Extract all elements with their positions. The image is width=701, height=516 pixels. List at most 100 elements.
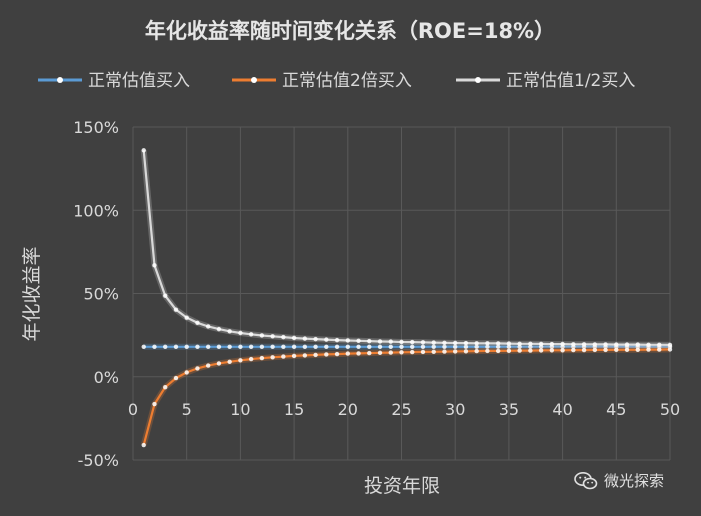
data-point bbox=[388, 339, 393, 344]
data-point bbox=[173, 375, 179, 381]
data-point bbox=[560, 341, 565, 347]
x-tick-label: 50 bbox=[660, 400, 680, 419]
data-point bbox=[485, 348, 490, 354]
data-point bbox=[184, 315, 189, 320]
watermark-text: 微光探索 bbox=[604, 472, 665, 490]
data-point bbox=[367, 344, 372, 349]
data-point bbox=[667, 342, 673, 348]
data-point bbox=[474, 344, 479, 349]
data-point bbox=[259, 355, 265, 361]
data-point bbox=[442, 344, 447, 349]
data-point bbox=[560, 348, 565, 353]
data-point bbox=[227, 344, 232, 349]
data-point bbox=[410, 349, 415, 355]
data-point bbox=[635, 347, 640, 352]
data-point bbox=[388, 344, 393, 349]
data-point bbox=[248, 344, 254, 349]
legend-marker-0 bbox=[57, 77, 63, 83]
data-point bbox=[646, 347, 651, 352]
x-tick-label: 30 bbox=[445, 400, 465, 419]
data-point bbox=[549, 348, 555, 353]
data-point bbox=[205, 344, 211, 349]
data-point bbox=[141, 148, 146, 153]
data-point bbox=[517, 348, 522, 353]
x-tick-label: 10 bbox=[230, 400, 250, 419]
data-point bbox=[227, 359, 232, 364]
data-point bbox=[399, 350, 404, 355]
y-tick-label: 50% bbox=[83, 285, 119, 304]
data-point bbox=[453, 344, 458, 349]
data-point bbox=[324, 352, 329, 357]
data-point bbox=[581, 342, 587, 347]
data-point bbox=[463, 344, 469, 349]
data-point bbox=[538, 341, 544, 347]
data-point bbox=[270, 334, 275, 339]
x-tick-label: 40 bbox=[552, 400, 572, 419]
legend-marker-2 bbox=[475, 77, 481, 83]
x-tick-label: 5 bbox=[182, 400, 192, 419]
data-point bbox=[173, 307, 179, 312]
data-point bbox=[485, 344, 490, 349]
data-point bbox=[463, 340, 469, 346]
data-point bbox=[238, 330, 243, 336]
data-point bbox=[388, 350, 393, 355]
data-point bbox=[345, 344, 350, 349]
data-point bbox=[592, 342, 598, 347]
data-point bbox=[152, 263, 157, 268]
data-point bbox=[227, 329, 232, 334]
data-point bbox=[442, 340, 447, 345]
grid bbox=[132, 126, 671, 461]
data-point bbox=[377, 339, 383, 344]
data-point bbox=[538, 348, 544, 353]
data-point bbox=[184, 344, 189, 349]
data-point bbox=[291, 335, 297, 341]
data-point bbox=[420, 344, 426, 349]
data-point bbox=[571, 347, 576, 353]
data-point bbox=[506, 344, 512, 349]
data-point bbox=[431, 344, 436, 349]
data-point bbox=[334, 351, 340, 357]
data-point bbox=[549, 341, 555, 347]
series-glow-2 bbox=[140, 150, 671, 348]
data-point bbox=[474, 348, 479, 354]
data-point bbox=[238, 358, 243, 363]
data-point bbox=[281, 344, 286, 349]
legend-label-0: 正常估值买入 bbox=[88, 71, 190, 91]
data-point bbox=[163, 293, 168, 298]
data-point bbox=[367, 350, 372, 356]
data-point bbox=[345, 338, 350, 343]
y-tick-label: 100% bbox=[73, 201, 119, 220]
data-point bbox=[410, 344, 415, 349]
data-point bbox=[614, 342, 619, 347]
data-point bbox=[667, 347, 673, 352]
data-point bbox=[453, 340, 458, 346]
data-point bbox=[195, 366, 200, 371]
data-point bbox=[367, 338, 372, 344]
data-point bbox=[302, 353, 308, 358]
data-point bbox=[474, 341, 479, 346]
y-tick-label: 150% bbox=[73, 118, 119, 137]
x-tick-label: 0 bbox=[128, 400, 138, 419]
data-point bbox=[528, 341, 533, 346]
data-point bbox=[270, 344, 275, 349]
wechat-icon bbox=[574, 471, 598, 489]
data-point bbox=[184, 370, 189, 375]
data-point bbox=[259, 333, 265, 338]
data-point bbox=[463, 349, 469, 354]
data-point bbox=[592, 347, 598, 353]
data-point bbox=[517, 341, 522, 346]
data-point bbox=[356, 338, 361, 343]
x-tick-label: 35 bbox=[499, 400, 519, 419]
data-point bbox=[377, 344, 383, 349]
data-point bbox=[657, 342, 662, 347]
data-point bbox=[302, 336, 308, 341]
data-point bbox=[506, 348, 512, 353]
legend-label-1: 正常估值2倍买入 bbox=[282, 71, 412, 91]
data-point bbox=[624, 347, 630, 352]
series-line-2 bbox=[142, 150, 671, 346]
x-tick-label: 15 bbox=[284, 400, 304, 419]
data-point bbox=[528, 348, 533, 353]
data-point bbox=[646, 342, 651, 347]
data-point bbox=[291, 344, 297, 349]
data-point bbox=[377, 350, 383, 355]
